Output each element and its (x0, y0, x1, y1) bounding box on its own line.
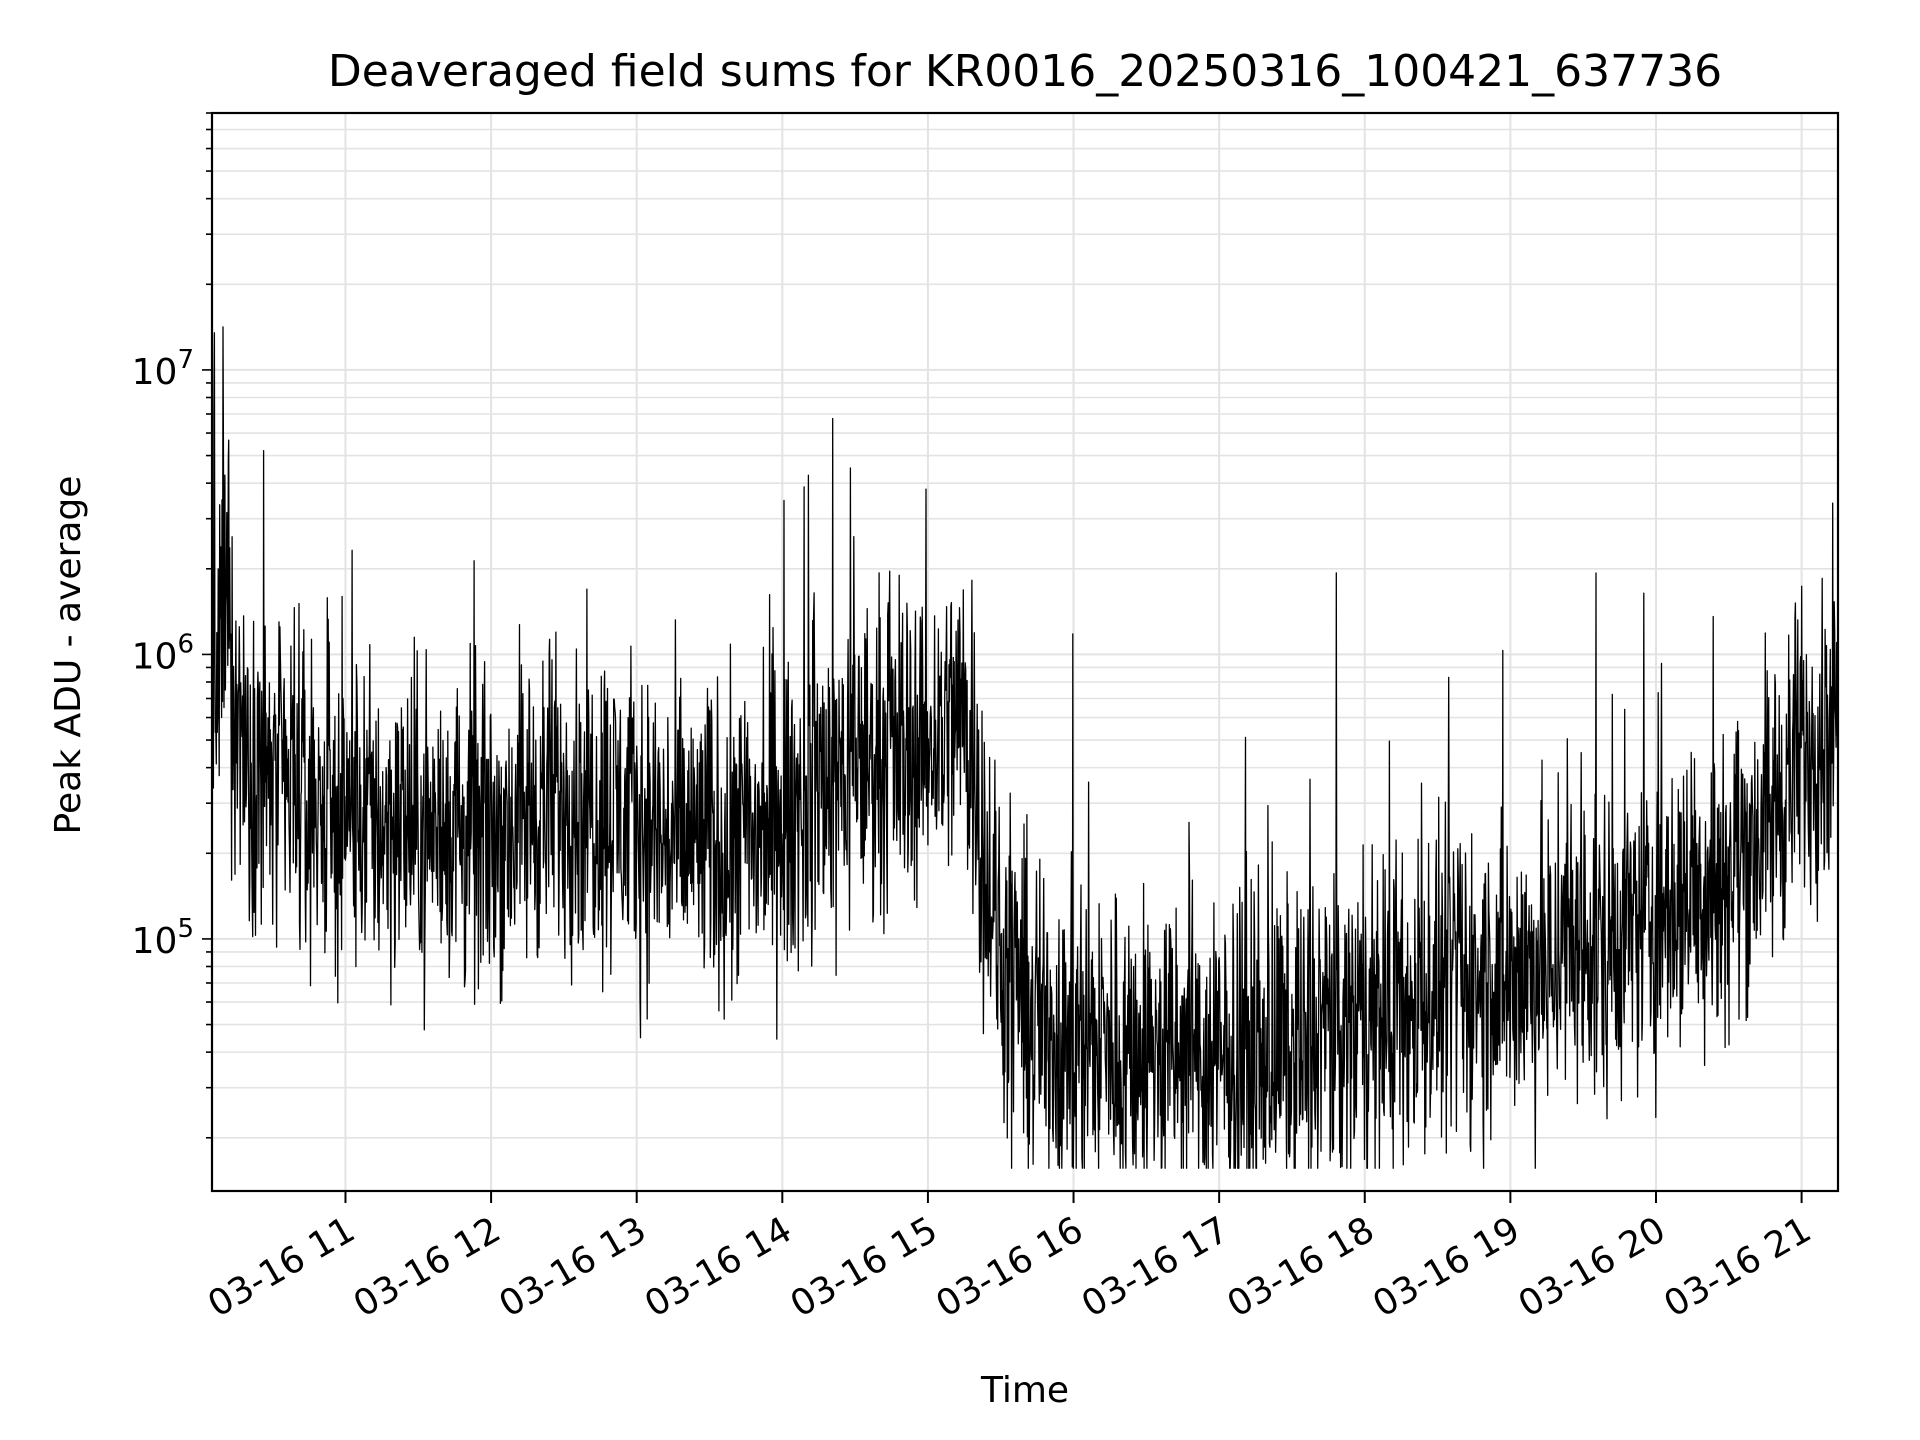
x-axis-label: Time (980, 1370, 1069, 1411)
series-line (211, 326, 1839, 1169)
y-tick-label: 107 (132, 345, 194, 393)
y-tick-label: 105 (132, 914, 194, 962)
plot-frame (210, 111, 1840, 1193)
y-tick-label: 106 (132, 629, 194, 677)
y-axis-label: Peak ADU - average (48, 476, 89, 835)
series-layer (211, 326, 1839, 1169)
chart-title: Deaveraged field sums for KR0016_2025031… (328, 46, 1722, 97)
